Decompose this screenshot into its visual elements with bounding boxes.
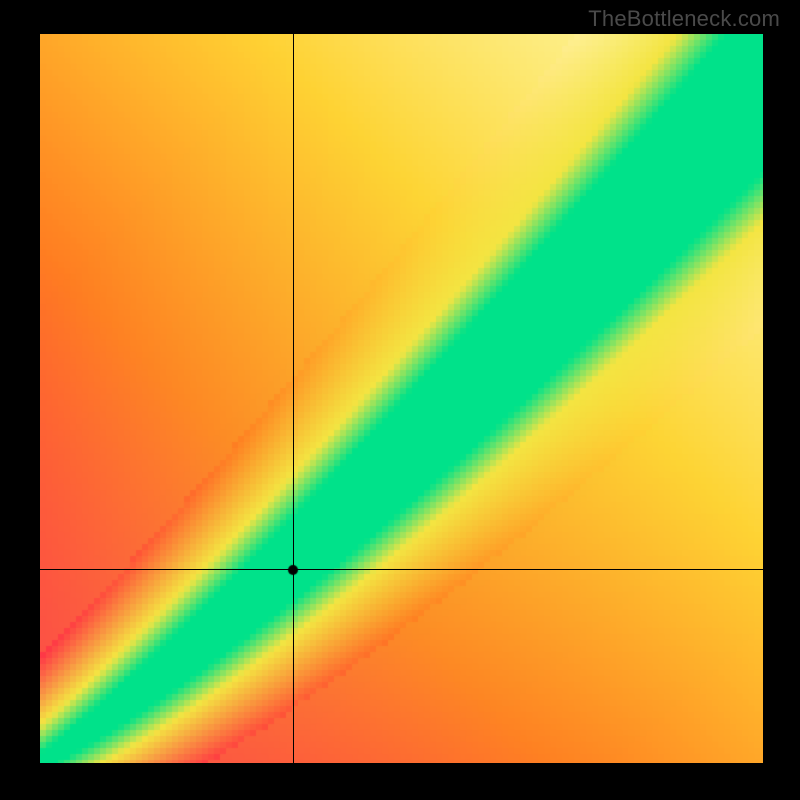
crosshair-horizontal bbox=[40, 569, 763, 570]
chart-container: TheBottleneck.com bbox=[0, 0, 800, 800]
heatmap-plot bbox=[40, 34, 763, 763]
crosshair-vertical bbox=[293, 34, 294, 763]
watermark-text: TheBottleneck.com bbox=[588, 6, 780, 32]
